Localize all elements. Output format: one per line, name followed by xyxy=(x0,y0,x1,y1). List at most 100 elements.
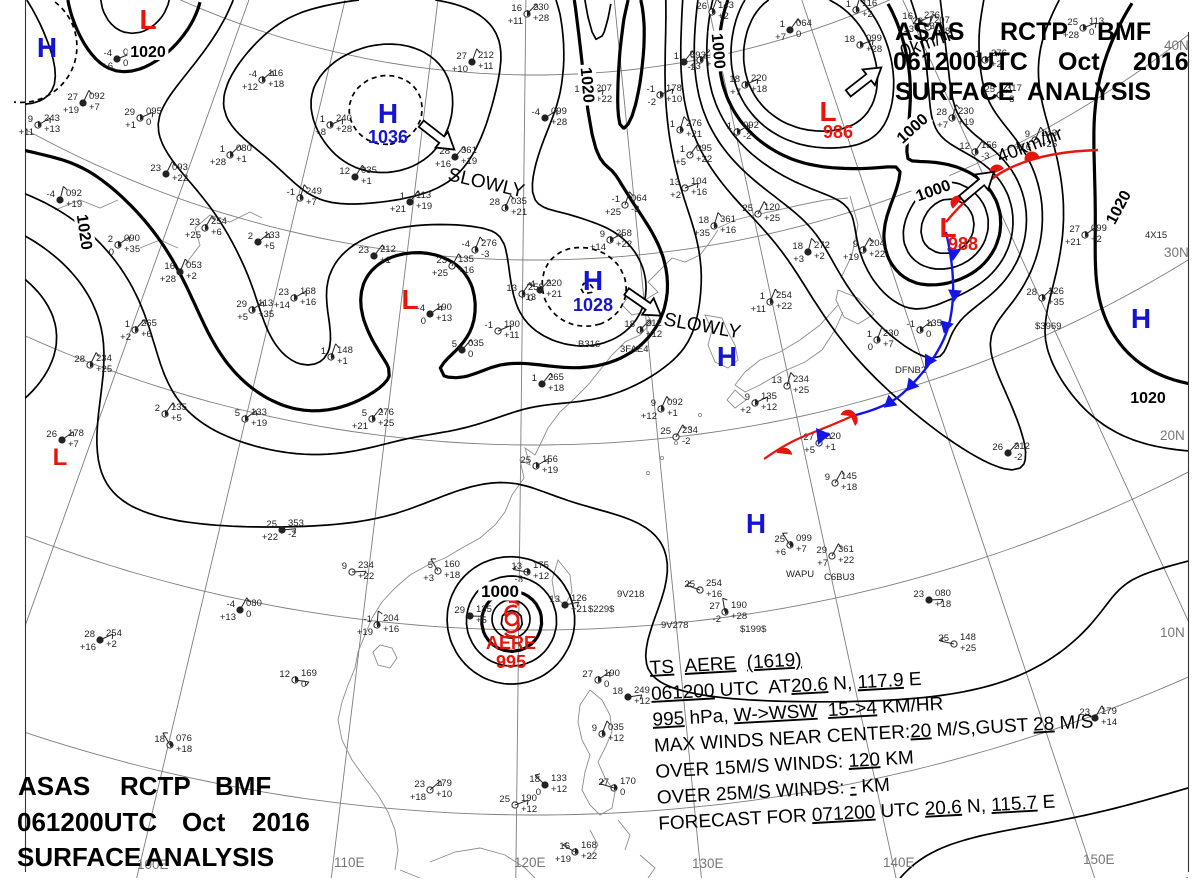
svg-text:064: 064 xyxy=(796,18,812,29)
svg-text:+18: +18 xyxy=(176,744,192,755)
svg-text:135: 135 xyxy=(761,391,777,402)
svg-text:18: 18 xyxy=(698,215,709,226)
svg-text:-2: -2 xyxy=(1014,452,1022,463)
svg-text:092: 092 xyxy=(667,397,683,408)
svg-text:135: 135 xyxy=(171,402,187,413)
svg-text:$3969: $3969 xyxy=(1035,321,1061,332)
svg-text:+10: +10 xyxy=(666,94,682,105)
svg-text:-4: -4 xyxy=(532,107,540,118)
svg-text:+18: +18 xyxy=(410,792,426,803)
svg-text:+3: +3 xyxy=(793,254,804,265)
svg-text:10N: 10N xyxy=(1160,625,1185,640)
svg-text:276: 276 xyxy=(378,407,394,418)
svg-text:23: 23 xyxy=(150,163,161,174)
svg-text:H: H xyxy=(746,508,766,539)
svg-text:113: 113 xyxy=(416,190,431,201)
svg-text:+8: +8 xyxy=(315,127,326,138)
svg-text:+21: +21 xyxy=(390,204,406,215)
svg-text:093: 093 xyxy=(172,162,188,173)
svg-text:+14: +14 xyxy=(590,242,606,253)
svg-text:28: 28 xyxy=(84,629,95,640)
svg-text:ASAS: ASAS xyxy=(18,771,90,801)
svg-text:+18: +18 xyxy=(444,570,460,581)
svg-text:+19: +19 xyxy=(461,156,477,167)
svg-text:+1: +1 xyxy=(667,408,678,419)
svg-text:12: 12 xyxy=(959,141,970,152)
svg-text:2016: 2016 xyxy=(1133,48,1189,76)
svg-text:234: 234 xyxy=(682,425,698,436)
svg-text:+18: +18 xyxy=(268,79,284,90)
svg-text:+25: +25 xyxy=(605,207,621,218)
svg-text:18: 18 xyxy=(844,34,855,45)
svg-text:WAPU: WAPU xyxy=(786,569,814,580)
svg-text:1: 1 xyxy=(727,121,732,132)
svg-text:29: 29 xyxy=(236,299,247,310)
svg-text:190: 190 xyxy=(521,793,537,804)
svg-text:+19: +19 xyxy=(542,465,558,476)
svg-text:+35: +35 xyxy=(124,244,140,255)
svg-text:249: 249 xyxy=(634,685,650,696)
svg-text:+16: +16 xyxy=(435,159,451,170)
svg-text:099: 099 xyxy=(551,106,567,117)
svg-text:+16: +16 xyxy=(80,642,96,653)
svg-text:+28: +28 xyxy=(866,44,882,55)
svg-text:+28: +28 xyxy=(533,13,549,24)
svg-text:204: 204 xyxy=(383,613,399,624)
svg-text:1: 1 xyxy=(400,191,405,202)
svg-text:212: 212 xyxy=(380,244,396,255)
svg-text:099: 099 xyxy=(1091,223,1107,234)
svg-text:H: H xyxy=(37,32,57,63)
svg-text:25: 25 xyxy=(774,534,785,545)
svg-text:+22: +22 xyxy=(838,555,854,566)
svg-text:0: 0 xyxy=(536,787,541,798)
svg-text:+6: +6 xyxy=(211,227,222,238)
svg-text:076: 076 xyxy=(176,733,192,744)
svg-text:H: H xyxy=(1131,303,1151,334)
svg-text:+2: +2 xyxy=(670,190,681,201)
svg-text:+2: +2 xyxy=(718,11,729,22)
svg-text:+5: +5 xyxy=(264,241,275,252)
svg-text:190: 190 xyxy=(604,668,620,679)
svg-text:988: 988 xyxy=(948,234,978,254)
svg-text:035: 035 xyxy=(468,338,484,349)
svg-text:220: 220 xyxy=(751,73,767,84)
svg-text:23: 23 xyxy=(358,245,369,256)
svg-text:+19: +19 xyxy=(66,199,82,210)
svg-text:+22: +22 xyxy=(616,239,632,250)
svg-text:+2: +2 xyxy=(120,332,131,343)
svg-text:133: 133 xyxy=(264,230,280,241)
svg-text:+21: +21 xyxy=(511,207,527,218)
svg-text:254: 254 xyxy=(776,290,792,301)
svg-text:+35: +35 xyxy=(258,309,274,320)
svg-text:1000: 1000 xyxy=(708,33,728,70)
svg-text:29: 29 xyxy=(816,545,827,556)
svg-text:092: 092 xyxy=(89,91,105,102)
svg-text:-2: -2 xyxy=(688,62,696,73)
svg-text:25: 25 xyxy=(499,794,510,805)
svg-text:120E: 120E xyxy=(514,855,546,870)
svg-text:1: 1 xyxy=(320,114,325,125)
svg-text:9: 9 xyxy=(825,472,830,483)
svg-text:168: 168 xyxy=(300,286,316,297)
svg-text:-4: -4 xyxy=(227,599,235,610)
svg-text:L: L xyxy=(53,444,68,471)
svg-text:18: 18 xyxy=(154,734,165,745)
svg-text:1: 1 xyxy=(220,144,225,155)
svg-text:5: 5 xyxy=(452,339,457,350)
svg-text:-2: -2 xyxy=(288,529,296,540)
svg-text:+5: +5 xyxy=(476,615,487,626)
svg-text:25: 25 xyxy=(938,633,949,644)
svg-text:+1: +1 xyxy=(125,120,136,131)
svg-text:212: 212 xyxy=(646,318,662,329)
svg-text:+12: +12 xyxy=(761,402,777,413)
svg-text:+16: +16 xyxy=(383,624,399,635)
svg-text:+13: +13 xyxy=(520,292,536,303)
svg-text:-1: -1 xyxy=(364,614,372,625)
svg-text:9V278: 9V278 xyxy=(661,620,688,631)
svg-text:Oct: Oct xyxy=(1058,48,1100,76)
svg-text:1036: 1036 xyxy=(368,127,408,147)
svg-text:156: 156 xyxy=(542,454,558,465)
svg-text:ANALYSIS: ANALYSIS xyxy=(1027,78,1151,106)
svg-text:+12: +12 xyxy=(634,696,650,707)
svg-text:080: 080 xyxy=(935,588,951,599)
